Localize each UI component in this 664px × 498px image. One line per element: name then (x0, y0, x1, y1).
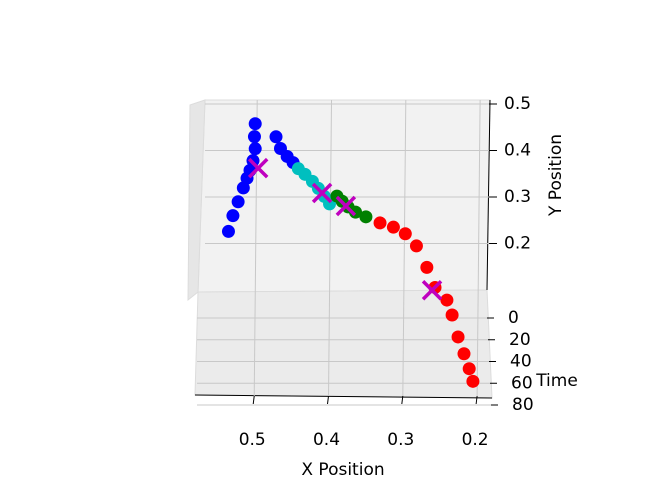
x-tick-label: 0.3 (387, 430, 414, 450)
point (466, 374, 480, 388)
centroid-marker (311, 182, 333, 204)
x-axis-line (194, 394, 493, 399)
y-tick-label: 0.5 (504, 94, 531, 114)
point (221, 224, 235, 238)
point (248, 117, 262, 131)
point (373, 216, 387, 230)
x-axis-label: X Position (301, 460, 384, 480)
z-tick-label: 20 (509, 330, 531, 350)
point (359, 210, 373, 224)
point (420, 260, 434, 274)
y-tick-label: 0.3 (504, 187, 531, 207)
point (247, 130, 261, 144)
z-axis-label: Time (535, 371, 578, 391)
y-axis-line (486, 99, 491, 291)
point (398, 227, 412, 241)
point (386, 220, 400, 234)
x-tick (327, 395, 330, 405)
z-tick-label: 60 (511, 373, 533, 393)
x-tick (252, 395, 255, 405)
y-tick-label: 0.2 (504, 234, 531, 254)
point (231, 195, 245, 209)
x-grid-line (328, 99, 333, 397)
point (248, 142, 262, 156)
point (457, 347, 471, 361)
z-tick-label: 0 (508, 308, 519, 328)
point (226, 209, 240, 223)
z-tick-label: 80 (512, 395, 534, 415)
x-tick-label: 0.4 (313, 430, 340, 450)
point (269, 130, 283, 144)
x-tick (401, 395, 404, 405)
x-tick-label: 0.2 (462, 430, 489, 450)
centroid-marker (247, 157, 269, 179)
x-tick (475, 395, 478, 405)
point (440, 293, 454, 307)
point (409, 239, 423, 253)
y-tick-label: 0.4 (504, 141, 531, 161)
centroid-marker (335, 195, 357, 217)
x-grid-line (402, 99, 407, 397)
centroid-marker (421, 280, 443, 301)
z-tick-label: 40 (510, 352, 532, 372)
x-grid-line (476, 99, 481, 397)
y-axis-label: Y Position (546, 134, 566, 217)
point (451, 330, 465, 344)
point (462, 362, 476, 376)
point (349, 205, 363, 219)
x-tick-label: 0.5 (239, 430, 266, 450)
point (445, 308, 459, 322)
